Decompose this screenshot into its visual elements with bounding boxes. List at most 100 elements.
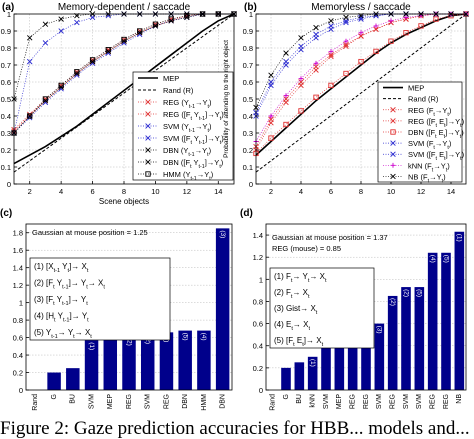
data-point (26, 35, 33, 41)
legend-marker (145, 159, 151, 165)
legend-marker (145, 99, 151, 105)
x-tick-label: SVM (403, 394, 410, 409)
data-point (313, 24, 319, 31)
data-point (42, 40, 49, 46)
legend-label: REG (Ft→Yt) (408, 106, 452, 118)
y-tick-label: 0.2 (253, 364, 263, 373)
y-tick-label: 0.4 (253, 342, 263, 351)
figure-caption: Figure 2: Gaze prediction accuracies for… (0, 418, 470, 439)
panel-d-bar-chart: 0 0.2 0.4 0.6 0.8 1 1.2 1.4 Rand G BU (1) kNN (1) SVM M… (240, 208, 467, 411)
data-point (74, 69, 80, 75)
bar-label: (4) (200, 333, 207, 341)
y-tick-label: 0 (19, 386, 23, 395)
y-tick-label: 0.3 (243, 129, 253, 138)
legend-label: MEP (408, 84, 424, 93)
axes-frame (13, 13, 235, 185)
x-tick-label: 6 (329, 187, 333, 196)
x-tick-label: DBN (219, 394, 226, 409)
y-tick-label: 0.6 (253, 320, 263, 329)
panel-label: (c) (0, 208, 12, 219)
y-tick-label: 0.5 (243, 95, 253, 104)
legend-marker (390, 129, 396, 135)
series-line (255, 13, 467, 156)
y-tick-label: 0.4 (243, 112, 253, 121)
legend-item: (1) Ft→ Yt→ Xt (274, 272, 327, 284)
legend-box (29, 257, 171, 341)
legend-label: REG ([Ft Yt-1]→Yt) (163, 110, 224, 122)
y-tick-label: 0.9 (243, 27, 253, 36)
data-point (268, 135, 274, 141)
series (11, 11, 237, 136)
y-tick-label: 0.7 (243, 61, 253, 70)
x-tick-label: MEP (107, 394, 114, 410)
legend-item: Rand (R) (138, 86, 194, 95)
data-point (328, 18, 334, 24)
data-point (152, 23, 159, 29)
legend-item: SVM ([Ft Et]→Yt) (383, 150, 465, 162)
y-tick-label: 0.5 (1, 95, 11, 104)
data-point (418, 23, 424, 29)
data-point (373, 26, 379, 33)
data-point (328, 23, 334, 29)
bar-label: (1) (456, 234, 463, 242)
data-point (58, 28, 64, 34)
bar-label: (3) (376, 326, 383, 334)
annotation-text: Gaussian at mouse position = 1.37 (272, 233, 388, 242)
data-point (343, 14, 349, 21)
data-point (328, 53, 334, 60)
series-line (13, 13, 234, 134)
data-point (373, 48, 379, 55)
legend-item: kNN (Ft→Yt) (383, 161, 450, 173)
y-tick-label: 1.2 (13, 281, 23, 290)
legend-item: (2) [Ft Yt-1]→ Yt→ Xt (34, 279, 105, 291)
y-tick-label: 0 (7, 180, 11, 189)
x-tick-label: 8 (122, 187, 126, 196)
legend-item: (2) Ft→ Xt (274, 288, 310, 300)
data-point (26, 114, 33, 121)
x-tick-label: BU (296, 394, 303, 404)
x-tick-label: MEP (336, 394, 343, 410)
annotation-text: Gaussian at mouse position = 1.25 (32, 228, 148, 237)
y-tick-label: 0.1 (1, 163, 11, 172)
y-tick-label: 1 (7, 10, 11, 19)
legend-label: Rand (R) (163, 86, 194, 95)
legend-marker (390, 151, 396, 157)
y-tick-label: 0.8 (1, 44, 11, 53)
bar-label: (5) (181, 333, 188, 341)
data-point (58, 84, 64, 90)
data-point (152, 21, 159, 27)
y-tick-label: 1 (19, 299, 23, 308)
y-tick-label: 0.4 (1, 112, 11, 121)
x-tick-label: BU (70, 394, 77, 404)
legend-item: SVM (Yt-1→Yt) (138, 122, 212, 134)
x-tick-label: REG (363, 394, 370, 409)
data-point (313, 94, 319, 100)
data-point (358, 58, 364, 65)
data-point (42, 21, 49, 27)
bar (281, 367, 291, 390)
panel-a-line-chart: 00.10.20.30.40.50.60.70.80.912 4 6 8 10 12 14(… (1, 2, 237, 206)
x-tick-label: 6 (90, 187, 94, 196)
data-point (313, 63, 319, 70)
data-point (403, 15, 409, 20)
data-point (27, 113, 33, 119)
x-tick-label: 12 (183, 187, 191, 196)
data-point (283, 121, 289, 128)
figure: 00.10.20.30.40.50.60.70.80.912 4 6 8 10 12 14(… (0, 2, 469, 411)
bar-label: (4) (429, 255, 436, 263)
legend-item: REG ([Ft Et]→Yt) (383, 117, 465, 129)
bar (294, 362, 305, 390)
data-point (313, 60, 319, 66)
data-point (298, 35, 304, 41)
data-point (105, 47, 111, 53)
y-tick-label: 1.2 (253, 253, 263, 262)
bar (47, 372, 61, 390)
legend-marker (145, 123, 151, 129)
data-point (298, 76, 304, 81)
chart-title: Memoryless / saccade (311, 2, 411, 13)
bar-label: (1) (88, 342, 95, 350)
legend-label: SVM ([Ft Et]→Yt) (408, 150, 465, 162)
legend-item: REG (Yt-1→Yt) (138, 98, 212, 110)
x-tick-label: REG (163, 394, 170, 409)
bar (103, 338, 118, 390)
